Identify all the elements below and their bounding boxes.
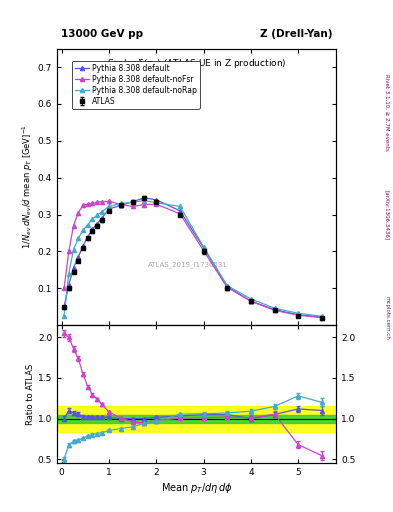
Pythia 8.308 default — [62, 304, 66, 310]
Pythia 8.308 default — [296, 312, 301, 318]
Pythia 8.308 default — [178, 208, 182, 214]
Pythia 8.308 default-noFsr — [62, 285, 66, 291]
Pythia 8.308 default — [107, 206, 111, 212]
Text: Rivet 3.1.10, ≥ 2.7M events: Rivet 3.1.10, ≥ 2.7M events — [385, 74, 389, 151]
Pythia 8.308 default-noRap — [225, 283, 230, 289]
Pythia 8.308 default-noFsr — [71, 223, 76, 229]
Line: Pythia 8.308 default: Pythia 8.308 default — [62, 196, 324, 319]
Text: Scalar $\Sigma(p_T)$ (ATLAS UE in Z production): Scalar $\Sigma(p_T)$ (ATLAS UE in Z prod… — [107, 57, 286, 70]
Text: ATLAS_2019_I1736531: ATLAS_2019_I1736531 — [148, 261, 228, 268]
Pythia 8.308 default — [99, 215, 104, 221]
Pythia 8.308 default — [142, 195, 147, 201]
Text: Z (Drell-Yan): Z (Drell-Yan) — [260, 29, 332, 39]
Pythia 8.308 default — [130, 199, 135, 205]
Pythia 8.308 default-noFsr — [107, 198, 111, 204]
Y-axis label: $1/N_{ev}\,dN_{ev}/d$ mean $p_T$ [GeV]$^{-1}$: $1/N_{ev}\,dN_{ev}/d$ mean $p_T$ [GeV]$^… — [20, 124, 35, 249]
Pythia 8.308 default-noFsr — [248, 298, 253, 304]
Pythia 8.308 default-noRap — [81, 227, 85, 233]
Pythia 8.308 default-noRap — [99, 208, 104, 215]
Pythia 8.308 default-noFsr — [201, 248, 206, 254]
Pythia 8.308 default — [81, 243, 85, 249]
Pythia 8.308 default-noRap — [296, 310, 301, 316]
Line: Pythia 8.308 default-noFsr: Pythia 8.308 default-noFsr — [62, 199, 324, 320]
Pythia 8.308 default-noRap — [95, 212, 99, 218]
Pythia 8.308 default-noRap — [320, 313, 324, 319]
Pythia 8.308 default-noRap — [71, 246, 76, 252]
Pythia 8.308 default — [95, 221, 99, 227]
Pythia 8.308 default — [90, 226, 95, 232]
Pythia 8.308 default-noRap — [62, 313, 66, 319]
Pythia 8.308 default-noFsr — [90, 200, 95, 206]
Pythia 8.308 default-noRap — [201, 244, 206, 250]
Pythia 8.308 default-noFsr — [66, 248, 71, 254]
Pythia 8.308 default-noFsr — [296, 312, 301, 318]
Pythia 8.308 default-noFsr — [81, 202, 85, 208]
Pythia 8.308 default — [248, 298, 253, 304]
Pythia 8.308 default — [320, 314, 324, 320]
Pythia 8.308 default-noRap — [66, 270, 71, 276]
Text: 13000 GeV pp: 13000 GeV pp — [61, 29, 143, 39]
Pythia 8.308 default-noFsr — [85, 201, 90, 207]
Pythia 8.308 default — [225, 283, 230, 289]
Pythia 8.308 default-noFsr — [178, 211, 182, 217]
Pythia 8.308 default-noRap — [76, 236, 81, 242]
Pythia 8.308 default-noRap — [178, 203, 182, 209]
Bar — [57, 415, 336, 423]
Pythia 8.308 default-noRap — [248, 296, 253, 302]
Pythia 8.308 default-noRap — [130, 199, 135, 205]
Pythia 8.308 default-noFsr — [272, 307, 277, 313]
Pythia 8.308 default — [76, 254, 81, 260]
X-axis label: Mean $p_T/d\eta\,d\phi$: Mean $p_T/d\eta\,d\phi$ — [161, 481, 232, 496]
Pythia 8.308 default-noFsr — [154, 201, 159, 207]
Pythia 8.308 default — [118, 202, 123, 208]
Pythia 8.308 default — [201, 245, 206, 251]
Pythia 8.308 default-noFsr — [225, 285, 230, 291]
Pythia 8.308 default-noFsr — [95, 199, 99, 205]
Pythia 8.308 default-noFsr — [320, 315, 324, 321]
Pythia 8.308 default — [66, 282, 71, 288]
Pythia 8.308 default-noRap — [272, 305, 277, 311]
Pythia 8.308 default-noFsr — [99, 199, 104, 205]
Line: Pythia 8.308 default-noRap: Pythia 8.308 default-noRap — [62, 199, 324, 318]
Pythia 8.308 default — [154, 197, 159, 203]
Pythia 8.308 default-noRap — [118, 200, 123, 206]
Pythia 8.308 default — [85, 233, 90, 240]
Pythia 8.308 default-noRap — [107, 203, 111, 209]
Pythia 8.308 default-noRap — [154, 200, 159, 206]
Legend: Pythia 8.308 default, Pythia 8.308 default-noFsr, Pythia 8.308 default-noRap, AT: Pythia 8.308 default, Pythia 8.308 defau… — [72, 61, 200, 109]
Bar — [57, 406, 336, 432]
Pythia 8.308 default-noFsr — [118, 202, 123, 208]
Pythia 8.308 default-noFsr — [76, 209, 81, 216]
Pythia 8.308 default-noFsr — [130, 203, 135, 209]
Text: mcplots.cern.ch: mcplots.cern.ch — [385, 295, 389, 339]
Text: [arXiv:1306.3436]: [arXiv:1306.3436] — [385, 190, 389, 240]
Pythia 8.308 default — [71, 265, 76, 271]
Y-axis label: Ratio to ATLAS: Ratio to ATLAS — [26, 364, 35, 425]
Pythia 8.308 default-noRap — [90, 216, 95, 222]
Pythia 8.308 default-noRap — [142, 198, 147, 204]
Pythia 8.308 default-noRap — [85, 222, 90, 228]
Pythia 8.308 default-noFsr — [142, 202, 147, 208]
Pythia 8.308 default — [272, 307, 277, 313]
